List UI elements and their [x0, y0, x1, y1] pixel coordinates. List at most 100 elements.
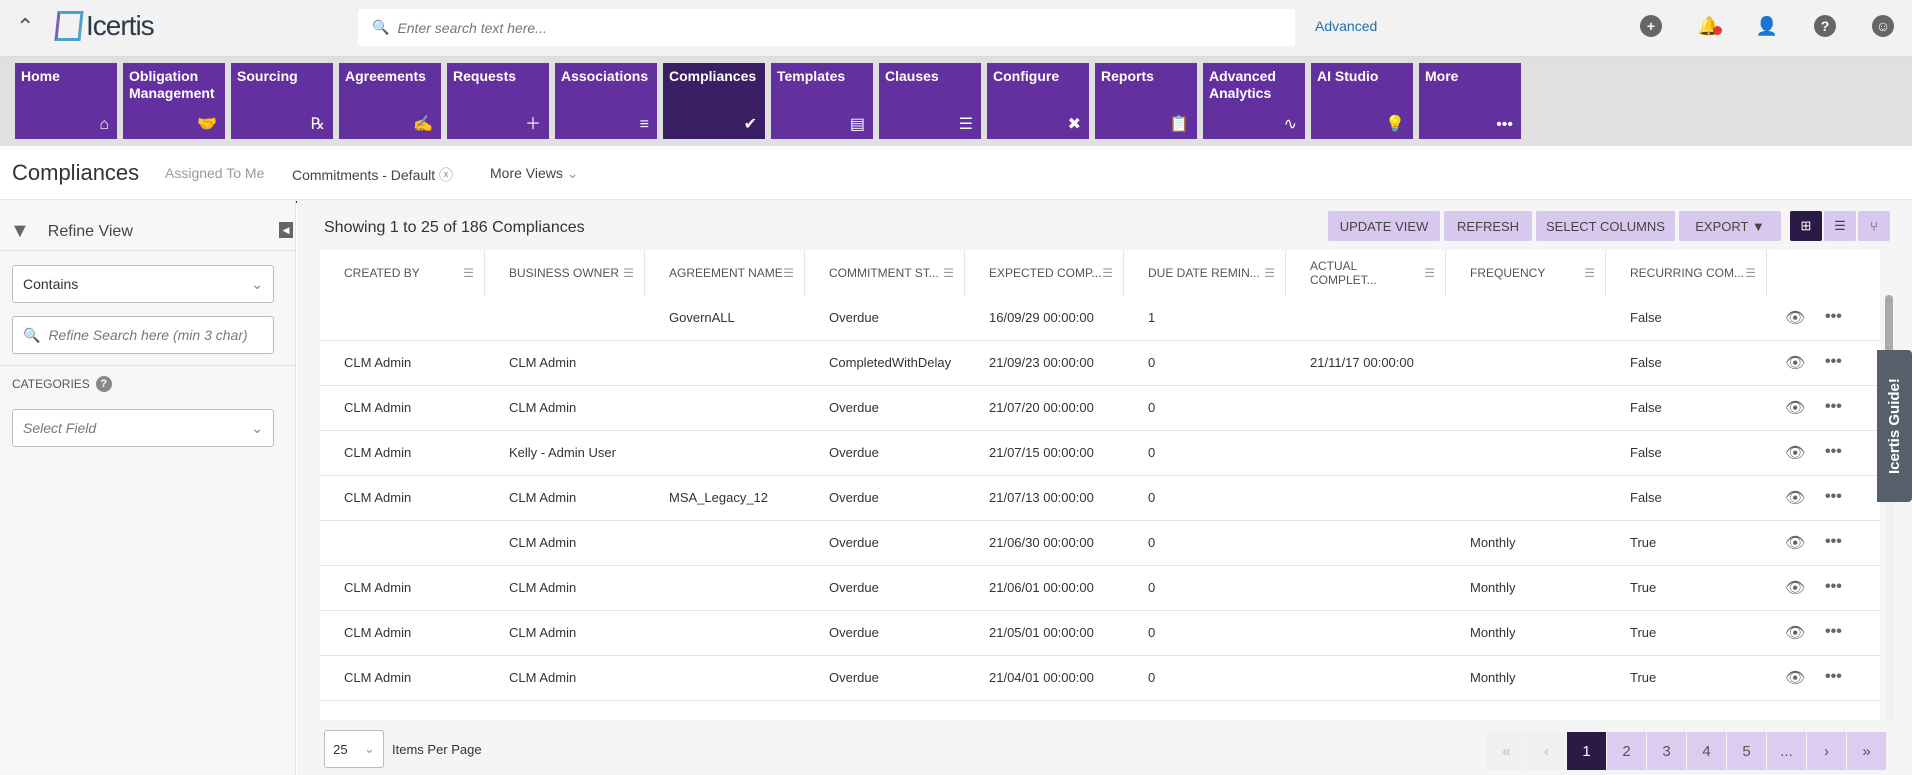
- nav-tile-configure[interactable]: Configure ✖: [987, 63, 1089, 139]
- column-menu-icon[interactable]: ☰: [1264, 266, 1275, 280]
- more-actions-icon[interactable]: •••: [1825, 533, 1842, 550]
- operator-select[interactable]: Contains ⌄: [12, 265, 274, 303]
- view-eye-icon[interactable]: 👁: [1785, 355, 1806, 372]
- view-eye-icon[interactable]: 👁: [1785, 445, 1806, 462]
- add-icon[interactable]: +: [1640, 15, 1662, 37]
- page-prev-button[interactable]: ‹: [1527, 732, 1566, 770]
- page-next-button[interactable]: »: [1847, 732, 1886, 770]
- column-header[interactable]: CREATED BY ☰: [320, 250, 485, 296]
- more-actions-icon[interactable]: •••: [1825, 398, 1842, 415]
- table-row[interactable]: CLM Admin CLM Admin Overdue 21/07/20 00:00:…: [320, 386, 1880, 431]
- collapse-header-chevron-icon[interactable]: ⌃: [16, 14, 35, 39]
- column-header[interactable]: EXPECTED COMP... ☰: [965, 250, 1124, 296]
- table-row[interactable]: CLM Admin CLM Admin Overdue 21/06/01 00:00:…: [320, 566, 1880, 611]
- refresh-button[interactable]: REFRESH: [1444, 211, 1532, 241]
- global-search-input[interactable]: 🔍 Enter search text here...: [358, 9, 1295, 46]
- column-menu-icon[interactable]: ☰: [463, 266, 474, 280]
- bell-icon[interactable]: 🔔: [1697, 15, 1722, 36]
- nav-tile-ai-studio[interactable]: AI Studio 💡: [1311, 63, 1413, 139]
- lines-icon: ☰: [958, 116, 973, 133]
- more-actions-icon[interactable]: •••: [1825, 353, 1842, 370]
- column-menu-icon[interactable]: ☰: [1424, 266, 1435, 280]
- more-actions-icon[interactable]: •••: [1825, 668, 1842, 685]
- nav-tile-advanced-analytics[interactable]: Advanced Analytics ∿: [1203, 63, 1305, 139]
- column-header[interactable]: RECURRING COM... ☰: [1606, 250, 1767, 296]
- tab-assigned-to-me[interactable]: Assigned To Me: [165, 165, 265, 181]
- more-actions-icon[interactable]: •••: [1825, 443, 1842, 460]
- page-next-button[interactable]: ›: [1807, 732, 1846, 770]
- page-button[interactable]: 3: [1647, 732, 1686, 770]
- vertical-scrollbar[interactable]: [1885, 295, 1893, 720]
- table-row[interactable]: CLM Admin CLM Admin Overdue 21/05/01 00:00:…: [320, 611, 1880, 656]
- table-row[interactable]: CLM Admin Overdue 21/06/30 00:00:00 0 Monthl…: [320, 521, 1880, 566]
- column-menu-icon[interactable]: ☰: [783, 266, 794, 280]
- collapse-panel-icon[interactable]: ◀: [279, 222, 293, 238]
- view-eye-icon[interactable]: 👁: [1785, 310, 1806, 327]
- view-eye-icon[interactable]: 👁: [1785, 625, 1806, 642]
- more-actions-icon[interactable]: •••: [1825, 623, 1842, 640]
- column-header[interactable]: BUSINESS OWNER ☰: [485, 250, 645, 296]
- table-row[interactable]: [320, 701, 1880, 720]
- hierarchy-view-icon[interactable]: ⑂: [1858, 211, 1890, 241]
- page-prev-button[interactable]: «: [1487, 732, 1526, 770]
- help-icon[interactable]: ?: [1814, 15, 1836, 37]
- list-view-icon[interactable]: ☰: [1824, 211, 1856, 241]
- table-row[interactable]: CLM Admin CLM Admin Overdue 21/04/01 00:00:…: [320, 656, 1880, 701]
- table-row[interactable]: CLM Admin Kelly - Admin User Overdue 21/07/…: [320, 431, 1880, 476]
- nav-tile-templates[interactable]: Templates ▤: [771, 63, 873, 139]
- view-eye-icon[interactable]: 👁: [1785, 535, 1806, 552]
- more-actions-icon[interactable]: •••: [1825, 578, 1842, 595]
- close-tab-icon[interactable]: ⓧ: [439, 167, 454, 183]
- icertis-logo[interactable]: Icertis: [54, 10, 155, 42]
- more-actions-icon[interactable]: •••: [1825, 488, 1842, 505]
- items-per-page-select[interactable]: 25 ⌄: [324, 730, 384, 768]
- more-actions-icon[interactable]: •••: [1825, 308, 1842, 325]
- nav-tile-requests[interactable]: Requests ＋: [447, 63, 549, 139]
- view-eye-icon[interactable]: 👁: [1785, 400, 1806, 417]
- page-button[interactable]: 2: [1607, 732, 1646, 770]
- nav-tile-clauses[interactable]: Clauses ☰: [879, 63, 981, 139]
- user-icon[interactable]: ☺: [1872, 15, 1894, 37]
- table-row[interactable]: GovernALL Overdue 16/09/29 00:00:00 1 False 👁…: [320, 296, 1880, 341]
- column-menu-icon[interactable]: ☰: [1102, 266, 1113, 280]
- update-view-button[interactable]: UPDATE VIEW: [1328, 211, 1440, 241]
- column-header[interactable]: AGREEMENT NAME ☰: [645, 250, 805, 296]
- view-eye-icon[interactable]: 👁: [1785, 580, 1806, 597]
- select-field-dropdown[interactable]: Select Field ⌄: [12, 409, 274, 447]
- more-views-dropdown[interactable]: More Views ⌄: [490, 165, 579, 182]
- nav-tile-associations[interactable]: Associations ≡: [555, 63, 657, 139]
- table-row[interactable]: CLM Admin CLM Admin CompletedWithDelay 21/0…: [320, 341, 1880, 386]
- page-button[interactable]: 1: [1567, 732, 1606, 770]
- column-menu-icon[interactable]: ☰: [623, 266, 634, 280]
- help-icon[interactable]: ?: [95, 376, 112, 392]
- nav-tile-more[interactable]: More •••: [1419, 63, 1521, 139]
- column-menu-icon[interactable]: ☰: [1584, 266, 1595, 280]
- tab-commitments-default[interactable]: Commitments - Default ⓧ: [292, 165, 454, 203]
- user-clock-icon[interactable]: 👤: [1755, 15, 1779, 36]
- icertis-guide-tab[interactable]: Icertis Guide!: [1877, 350, 1912, 502]
- view-eye-icon[interactable]: 👁: [1785, 490, 1806, 507]
- nav-tile-obligation-management[interactable]: Obligation Management 🤝: [123, 63, 225, 139]
- view-eye-icon[interactable]: 👁: [1785, 670, 1806, 687]
- nav-tile-reports[interactable]: Reports 📋: [1095, 63, 1197, 139]
- nav-tile-agreements[interactable]: Agreements ✍: [339, 63, 441, 139]
- column-header[interactable]: ACTUAL COMPLET... ☰: [1286, 250, 1446, 296]
- page-button[interactable]: 5: [1727, 732, 1766, 770]
- column-menu-icon[interactable]: ☰: [943, 266, 954, 280]
- column-header[interactable]: FREQUENCY ☰: [1446, 250, 1606, 296]
- table-cell: 0: [1148, 490, 1156, 505]
- column-header[interactable]: COMMITMENT ST... ☰: [805, 250, 965, 296]
- nav-tile-home[interactable]: Home ⌂: [15, 63, 117, 139]
- page-button[interactable]: ...: [1767, 732, 1806, 770]
- grid-view-icon[interactable]: ⊞: [1790, 211, 1822, 241]
- column-menu-icon[interactable]: ☰: [1745, 266, 1756, 280]
- nav-tile-sourcing[interactable]: Sourcing ℞: [231, 63, 333, 139]
- refine-search-input[interactable]: 🔍 Refine Search here (min 3 char): [12, 316, 274, 354]
- export-button[interactable]: EXPORT ▼: [1679, 211, 1781, 241]
- nav-tile-compliances[interactable]: Compliances ✔: [663, 63, 765, 139]
- select-columns-button[interactable]: SELECT COLUMNS: [1536, 211, 1675, 241]
- advanced-search-link[interactable]: Advanced: [1315, 18, 1378, 34]
- table-row[interactable]: CLM Admin CLM Admin MSA_Legacy_12 Overdue 21…: [320, 476, 1880, 521]
- page-button[interactable]: 4: [1687, 732, 1726, 770]
- column-header[interactable]: DUE DATE REMIN... ☰: [1124, 250, 1286, 296]
